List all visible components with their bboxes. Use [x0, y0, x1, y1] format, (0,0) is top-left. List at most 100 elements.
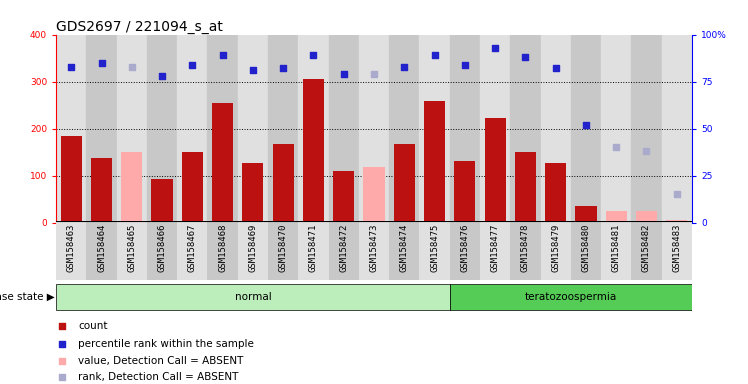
Bar — [298, 35, 328, 223]
Text: GSM158469: GSM158469 — [248, 224, 257, 272]
Text: GSM158483: GSM158483 — [672, 224, 681, 272]
Point — [56, 341, 69, 347]
Bar — [389, 221, 420, 280]
Text: value, Detection Call = ABSENT: value, Detection Call = ABSENT — [79, 356, 244, 366]
Bar — [272, 144, 294, 223]
Bar — [182, 152, 203, 223]
Text: GSM158471: GSM158471 — [309, 224, 318, 272]
Bar — [601, 221, 631, 280]
Point — [278, 65, 289, 71]
Bar — [636, 211, 657, 223]
Point — [429, 52, 441, 58]
Bar — [328, 35, 359, 223]
Bar — [541, 35, 571, 223]
Bar — [454, 161, 476, 223]
Point — [56, 358, 69, 364]
Point — [156, 73, 168, 79]
Bar — [86, 35, 117, 223]
Bar — [480, 221, 510, 280]
Bar — [147, 221, 177, 280]
Point — [398, 63, 410, 70]
Point — [640, 148, 652, 154]
Point — [56, 374, 69, 380]
Point — [519, 54, 531, 60]
Bar — [268, 221, 298, 280]
Point — [550, 65, 562, 71]
Text: percentile rank within the sample: percentile rank within the sample — [79, 339, 254, 349]
Bar — [212, 103, 233, 223]
Bar — [333, 171, 355, 223]
Bar — [450, 284, 692, 310]
Text: GSM158475: GSM158475 — [430, 224, 439, 272]
Bar — [86, 221, 117, 280]
Text: GSM158473: GSM158473 — [370, 224, 378, 272]
Bar — [420, 221, 450, 280]
Point — [580, 122, 592, 128]
Bar — [575, 206, 596, 223]
Bar — [117, 221, 147, 280]
Text: GSM158467: GSM158467 — [188, 224, 197, 272]
Bar — [359, 35, 389, 223]
Bar — [177, 35, 207, 223]
Point — [338, 71, 350, 77]
Text: GSM158478: GSM158478 — [521, 224, 530, 272]
Bar — [420, 35, 450, 223]
Point — [126, 63, 138, 70]
Bar — [56, 284, 450, 310]
Text: GDS2697 / 221094_s_at: GDS2697 / 221094_s_at — [56, 20, 223, 33]
Bar — [631, 221, 662, 280]
Bar — [662, 35, 692, 223]
Bar — [117, 35, 147, 223]
Bar — [545, 162, 566, 223]
Text: GSM158482: GSM158482 — [642, 224, 651, 272]
Point — [489, 45, 501, 51]
Text: disease state ▶: disease state ▶ — [0, 291, 55, 302]
Text: GSM158474: GSM158474 — [399, 224, 408, 272]
Bar — [328, 221, 359, 280]
Text: GSM158465: GSM158465 — [127, 224, 136, 272]
Bar — [606, 211, 627, 223]
Bar — [238, 35, 268, 223]
Bar — [238, 221, 268, 280]
Bar — [359, 221, 389, 280]
Bar — [121, 152, 142, 223]
Bar — [631, 35, 662, 223]
Text: GSM158470: GSM158470 — [279, 224, 288, 272]
Bar — [389, 35, 420, 223]
Bar — [666, 220, 687, 223]
Text: count: count — [79, 321, 108, 331]
Text: rank, Detection Call = ABSENT: rank, Detection Call = ABSENT — [79, 372, 239, 382]
Bar — [364, 167, 384, 223]
Text: GSM158463: GSM158463 — [67, 224, 76, 272]
Point — [186, 61, 198, 68]
Point — [307, 52, 319, 58]
Bar — [242, 162, 263, 223]
Bar — [61, 136, 82, 223]
Bar — [91, 158, 112, 223]
Text: GSM158476: GSM158476 — [460, 224, 469, 272]
Bar — [480, 35, 510, 223]
Bar — [298, 221, 328, 280]
Bar — [207, 35, 238, 223]
Point — [56, 323, 69, 329]
Bar — [177, 221, 207, 280]
Text: GSM158481: GSM158481 — [612, 224, 621, 272]
Bar — [485, 118, 506, 223]
Bar — [571, 221, 601, 280]
Bar — [56, 221, 86, 280]
Bar — [541, 221, 571, 280]
Point — [671, 192, 683, 198]
Point — [217, 52, 229, 58]
Text: GSM158464: GSM158464 — [97, 224, 106, 272]
Point — [65, 63, 77, 70]
Text: GSM158480: GSM158480 — [581, 224, 590, 272]
Bar — [510, 221, 541, 280]
Bar — [147, 35, 177, 223]
Bar — [207, 221, 238, 280]
Bar — [56, 35, 86, 223]
Bar — [450, 35, 480, 223]
Bar — [151, 179, 173, 223]
Text: GSM158468: GSM158468 — [218, 224, 227, 272]
Bar — [393, 144, 415, 223]
Bar — [303, 79, 324, 223]
